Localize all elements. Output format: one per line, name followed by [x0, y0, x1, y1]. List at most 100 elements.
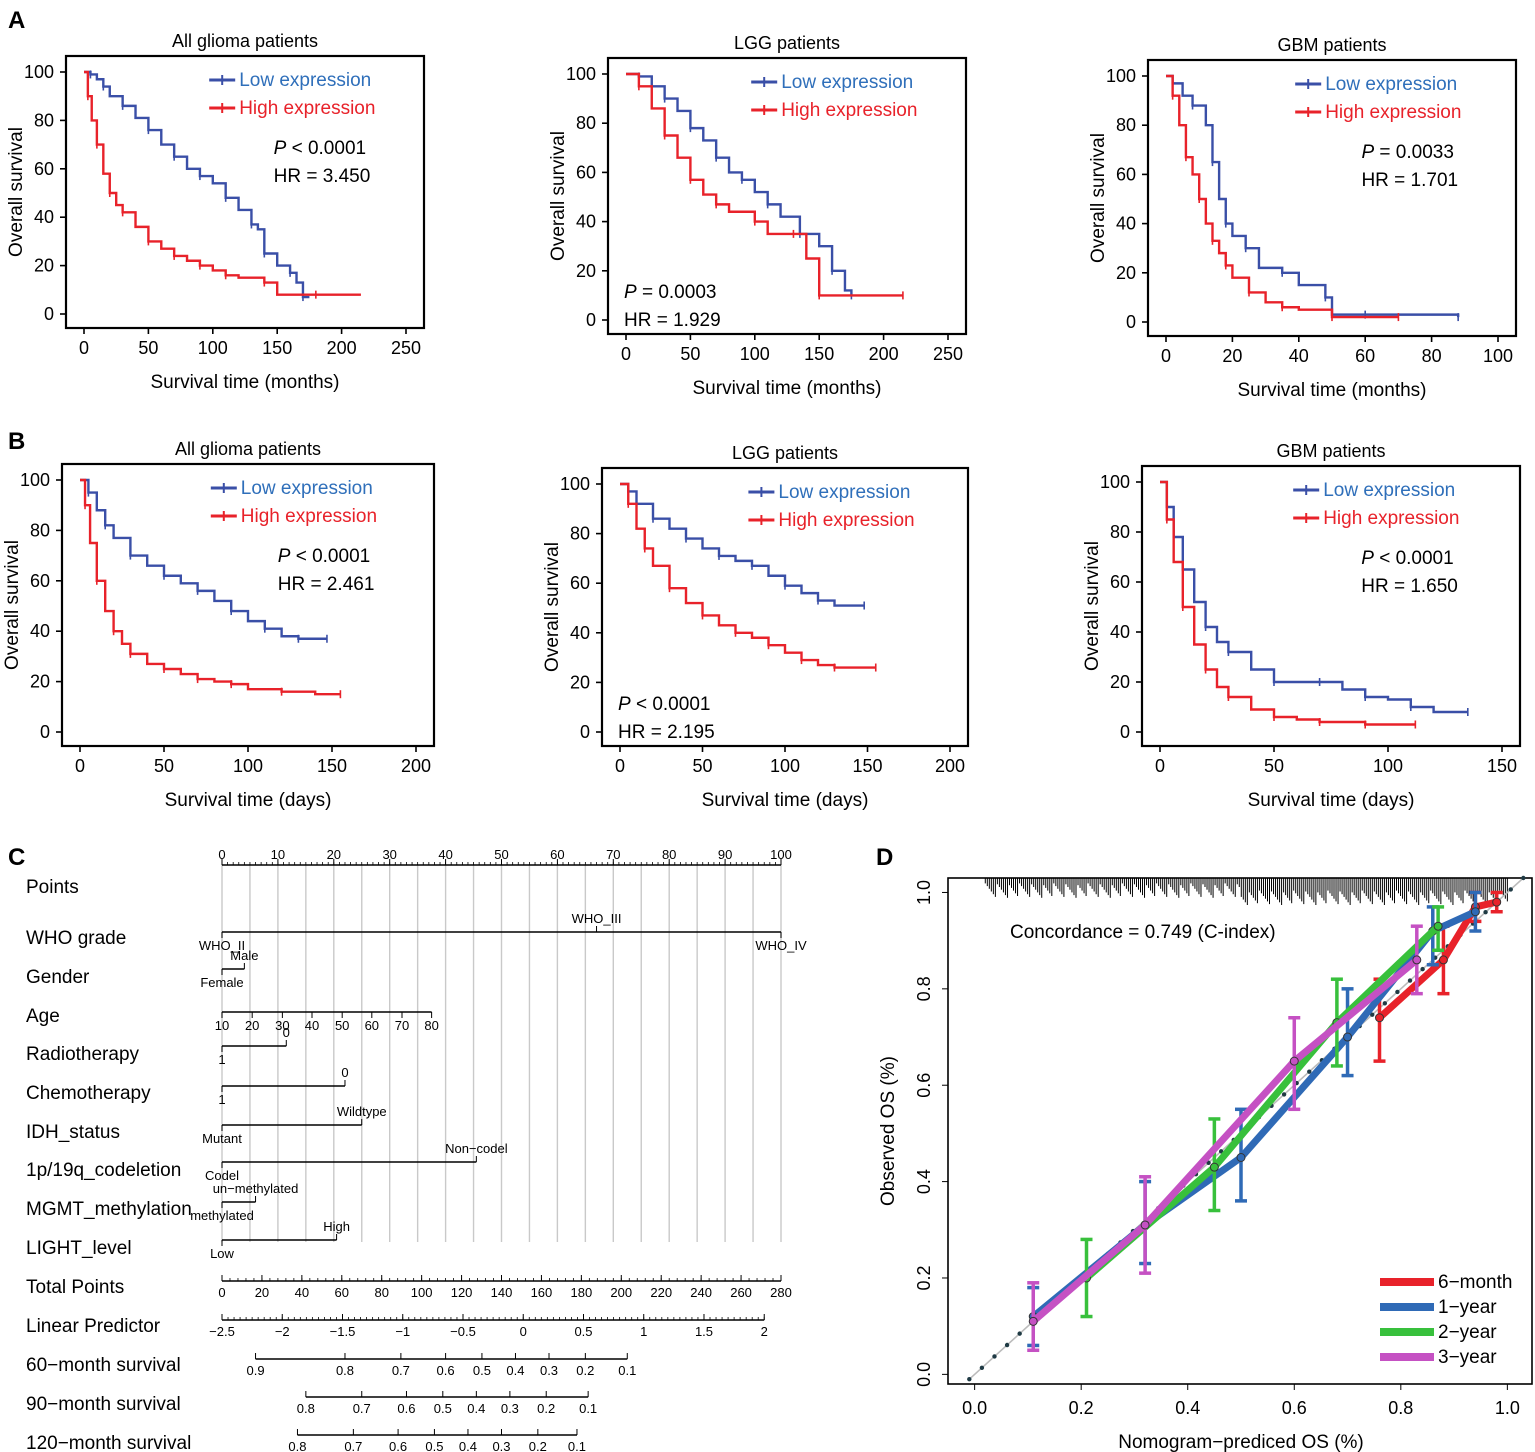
survival-tick-label: 0.5	[473, 1363, 491, 1378]
scale-tick-label: 220	[650, 1285, 672, 1300]
x-tick-label: 100	[740, 344, 770, 364]
p-value: < 0.0001	[631, 694, 711, 715]
survival-curve	[626, 72, 853, 296]
x-tick-label: 40	[1289, 346, 1309, 366]
p-label: P	[1361, 548, 1374, 569]
scale-tick-label: 1.5	[695, 1324, 713, 1339]
survival-tick-label: 0.9	[247, 1363, 265, 1378]
km-plot-a3: GBM patients 0 20 40 60 80 100 0 20 40 60 80 100 Surv…	[1088, 35, 1518, 401]
variable-tick-label: 10	[215, 1018, 229, 1033]
calibration-point	[1412, 955, 1422, 965]
nomogram-row-label: Age	[26, 1006, 60, 1027]
p-value: < 0.0001	[290, 546, 370, 567]
ideal-dot	[1370, 1012, 1375, 1017]
y-tick-label: 0	[586, 310, 596, 330]
km-plot-a1: All glioma patients 0 50 100 150 200 250 0 20 40 6…	[6, 31, 426, 393]
legend-label: High expression	[241, 506, 377, 527]
x-tick-label: 100	[198, 338, 228, 358]
variable-tick-label: Codel	[205, 1168, 239, 1183]
survival-tick-label: 0.2	[529, 1439, 547, 1452]
calibration-point	[1028, 1316, 1038, 1326]
scale-tick-label: −1.5	[330, 1324, 356, 1339]
nomogram-row-label: LIGHT_level	[26, 1238, 132, 1259]
x-tick-label: 0	[615, 756, 625, 776]
p-value-text: P < 0.0001	[618, 694, 710, 715]
y-axis-label: Observed OS (%)	[878, 1056, 899, 1206]
legend-label: 2−year	[1438, 1322, 1497, 1343]
hr-text: HR = 1.929	[624, 310, 721, 331]
legend-label: 3−year	[1438, 1347, 1497, 1368]
x-tick-label: 250	[933, 344, 963, 364]
scale-tick-label: 1	[640, 1324, 647, 1339]
survival-tick-label: 0.5	[434, 1401, 452, 1416]
y-tick-label: 60	[30, 571, 50, 591]
calibration-point	[1438, 955, 1448, 965]
scale-tick-label: 0	[218, 1285, 225, 1300]
variable-tick-label: Mutant	[202, 1131, 242, 1146]
scale-tick-label: 60	[335, 1285, 349, 1300]
survival-curve	[80, 478, 341, 696]
x-tick-label: 0	[79, 338, 89, 358]
scale-tick-label: 20	[255, 1285, 269, 1300]
variable-tick-label: 0	[341, 1065, 348, 1080]
y-tick-label: 40	[576, 212, 596, 232]
x-tick-label: 0.6	[1282, 1398, 1307, 1418]
scale-tick-label: 280	[770, 1285, 792, 1300]
x-axis-label: Nomogram−prediced OS (%)	[1118, 1432, 1364, 1452]
scale-tick-label: −2.5	[209, 1324, 235, 1339]
y-tick-label: 0.2	[914, 1265, 934, 1290]
scale-tick-label: 180	[571, 1285, 593, 1300]
y-tick-label: 0.6	[914, 1073, 934, 1098]
x-tick-label: 0.2	[1069, 1398, 1094, 1418]
survival-tick-label: 0.4	[467, 1401, 485, 1416]
y-tick-label: 0	[1120, 722, 1130, 742]
variable-tick-label: WHO_II	[199, 938, 245, 953]
p-label: P	[624, 282, 637, 303]
concordance-annotation: Concordance = 0.749 (C-index)	[1010, 922, 1276, 943]
x-tick-label: 150	[804, 344, 834, 364]
p-value-text: P < 0.0001	[278, 546, 370, 567]
hr-text: HR = 3.450	[274, 166, 371, 187]
y-tick-label: 20	[576, 261, 596, 281]
x-tick-label: 20	[1222, 346, 1242, 366]
x-axis-label: Survival time (days)	[702, 790, 869, 811]
calibration-line	[1029, 956, 1421, 1325]
ideal-dot	[1508, 887, 1513, 892]
x-tick-label: 50	[692, 756, 712, 776]
survival-tick-label: 0.1	[568, 1439, 586, 1452]
y-tick-label: 0	[40, 722, 50, 742]
variable-tick-label: 1	[218, 1052, 225, 1067]
ideal-dot	[1017, 1331, 1022, 1336]
points-tick-label: 40	[438, 847, 452, 862]
nomogram-row-label: 1p/19q_codeletion	[26, 1160, 181, 1181]
y-tick-label: 20	[570, 672, 590, 692]
scale-tick-label: 40	[295, 1285, 309, 1300]
y-tick-label: 20	[34, 256, 54, 276]
points-tick-label: 90	[718, 847, 732, 862]
survival-tick-label: 0.7	[392, 1363, 410, 1378]
km-plot-b1: All glioma patients 0 50 100 150 200 0 20 40 60 80…	[2, 439, 436, 811]
nomogram-row-label: Linear Predictor	[26, 1316, 161, 1337]
nomogram-row-label: 120−month survival	[26, 1433, 191, 1452]
p-value-text: P = 0.0003	[624, 282, 716, 303]
legend-label: 6−month	[1438, 1272, 1512, 1293]
nomogram-row-label: WHO grade	[26, 928, 126, 949]
x-tick-label: 1.0	[1495, 1398, 1520, 1418]
variable-tick-label: un−methylated	[213, 1181, 299, 1196]
hr-text: HR = 1.650	[1361, 576, 1458, 597]
y-tick-label: 0.4	[914, 1169, 934, 1194]
km-plot-b3: GBM patients 0 50 100 150 0 20 40 60 80 100 Surviva…	[1082, 441, 1522, 811]
x-tick-label: 0.8	[1388, 1398, 1413, 1418]
p-value-text: P = 0.0033	[1361, 142, 1453, 163]
panel-letter-c: C	[8, 844, 25, 871]
legend-label: High expression	[1325, 102, 1461, 123]
plot-title: All glioma patients	[172, 31, 318, 51]
survival-tick-label: 0.6	[397, 1401, 415, 1416]
survival-tick-label: 0.3	[501, 1401, 519, 1416]
calibration-plot: 0.0 0.2 0.4 0.6 0.8 1.0 0.0 0.2 0.4 0.6 0.8 1.0 Nomo…	[878, 875, 1533, 1452]
nomogram-row-label: Chemotherapy	[26, 1083, 151, 1104]
y-tick-label: 40	[570, 623, 590, 643]
x-tick-label: 50	[154, 756, 174, 776]
y-tick-label: 0	[1126, 312, 1136, 332]
scale-tick-label: 260	[730, 1285, 752, 1300]
